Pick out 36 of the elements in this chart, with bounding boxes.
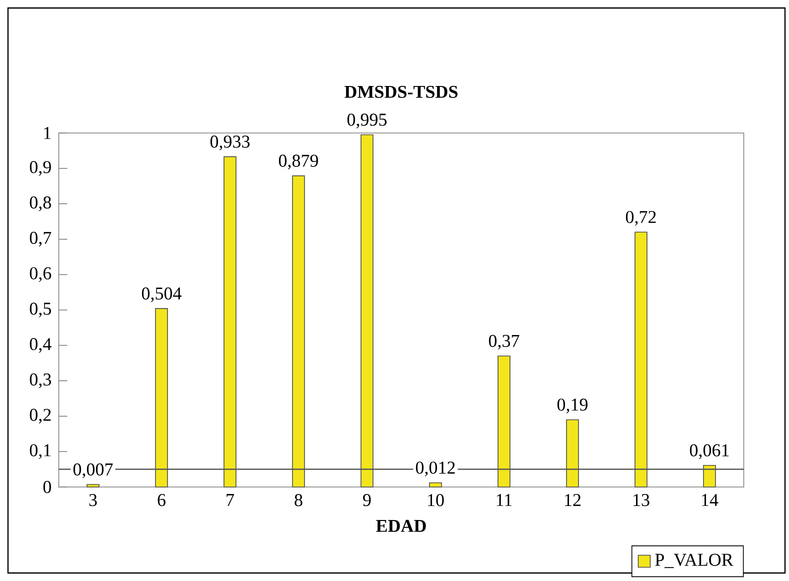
bar <box>86 484 100 488</box>
y-tick-label: 0,3 <box>30 373 51 388</box>
x-tick-label: 9 <box>363 494 371 506</box>
x-tick-label: 10 <box>428 494 444 506</box>
data-label: 0,37 <box>488 334 520 350</box>
x-tick-label: 8 <box>294 494 302 506</box>
data-label: 0,007 <box>73 463 113 478</box>
data-label: 0,012 <box>416 462 455 476</box>
y-tick-label: 0,5 <box>30 302 51 318</box>
data-label: 0,19 <box>557 398 588 414</box>
data-label: 0,504 <box>142 287 182 302</box>
x-axis-title: EDAD <box>376 520 426 532</box>
x-tick-label: 11 <box>496 494 512 506</box>
data-label: 0,061 <box>690 444 729 459</box>
bar <box>429 482 442 488</box>
y-tick-label: 0,1 <box>30 444 51 459</box>
x-tick-label: 13 <box>634 494 650 506</box>
y-tick-label: 0 <box>43 480 51 494</box>
y-tick-label: 0,4 <box>30 338 52 353</box>
data-label: 0,72 <box>626 210 656 226</box>
chart-title: DMSDS-TSDS <box>344 86 458 98</box>
x-tick-label: 6 <box>158 494 166 506</box>
data-label: 0,995 <box>347 114 387 128</box>
legend-label: P_VALOR <box>655 554 734 568</box>
y-tick-label: 0,9 <box>30 161 51 176</box>
x-tick-label: 7 <box>226 494 234 506</box>
y-tick-label: 0,6 <box>30 267 52 282</box>
y-tick-label: 0,8 <box>30 196 51 212</box>
y-tick-label: 0,2 <box>30 408 51 424</box>
x-tick-label: 12 <box>565 494 580 506</box>
x-tick-label: 14 <box>702 494 718 506</box>
y-tick-label: 0,7 <box>30 232 52 247</box>
x-tick-label: 3 <box>89 494 97 506</box>
data-label: 0,879 <box>278 154 318 170</box>
y-tick-label: 1 <box>44 127 51 139</box>
data-label: 0,933 <box>210 136 250 150</box>
